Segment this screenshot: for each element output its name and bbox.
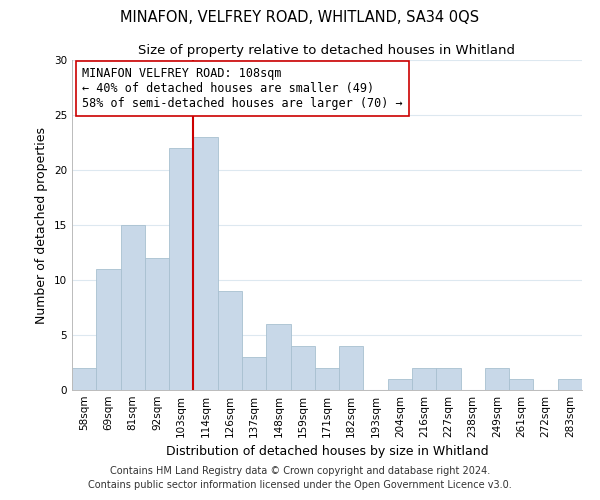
X-axis label: Distribution of detached houses by size in Whitland: Distribution of detached houses by size … <box>166 446 488 458</box>
Bar <box>485 368 509 390</box>
Bar <box>436 368 461 390</box>
Bar <box>72 368 96 390</box>
Bar <box>121 225 145 390</box>
Text: MINAFON, VELFREY ROAD, WHITLAND, SA34 0QS: MINAFON, VELFREY ROAD, WHITLAND, SA34 0Q… <box>121 10 479 25</box>
Text: MINAFON VELFREY ROAD: 108sqm
← 40% of detached houses are smaller (49)
58% of se: MINAFON VELFREY ROAD: 108sqm ← 40% of de… <box>82 66 403 110</box>
Bar <box>315 368 339 390</box>
Bar <box>388 379 412 390</box>
Title: Size of property relative to detached houses in Whitland: Size of property relative to detached ho… <box>139 44 515 58</box>
Bar <box>96 269 121 390</box>
Bar <box>169 148 193 390</box>
Bar <box>558 379 582 390</box>
Bar <box>145 258 169 390</box>
Bar <box>339 346 364 390</box>
Bar <box>509 379 533 390</box>
Bar <box>193 137 218 390</box>
Bar <box>412 368 436 390</box>
Bar <box>290 346 315 390</box>
Text: Contains HM Land Registry data © Crown copyright and database right 2024.
Contai: Contains HM Land Registry data © Crown c… <box>88 466 512 490</box>
Bar <box>266 324 290 390</box>
Bar <box>218 291 242 390</box>
Bar <box>242 357 266 390</box>
Y-axis label: Number of detached properties: Number of detached properties <box>35 126 49 324</box>
